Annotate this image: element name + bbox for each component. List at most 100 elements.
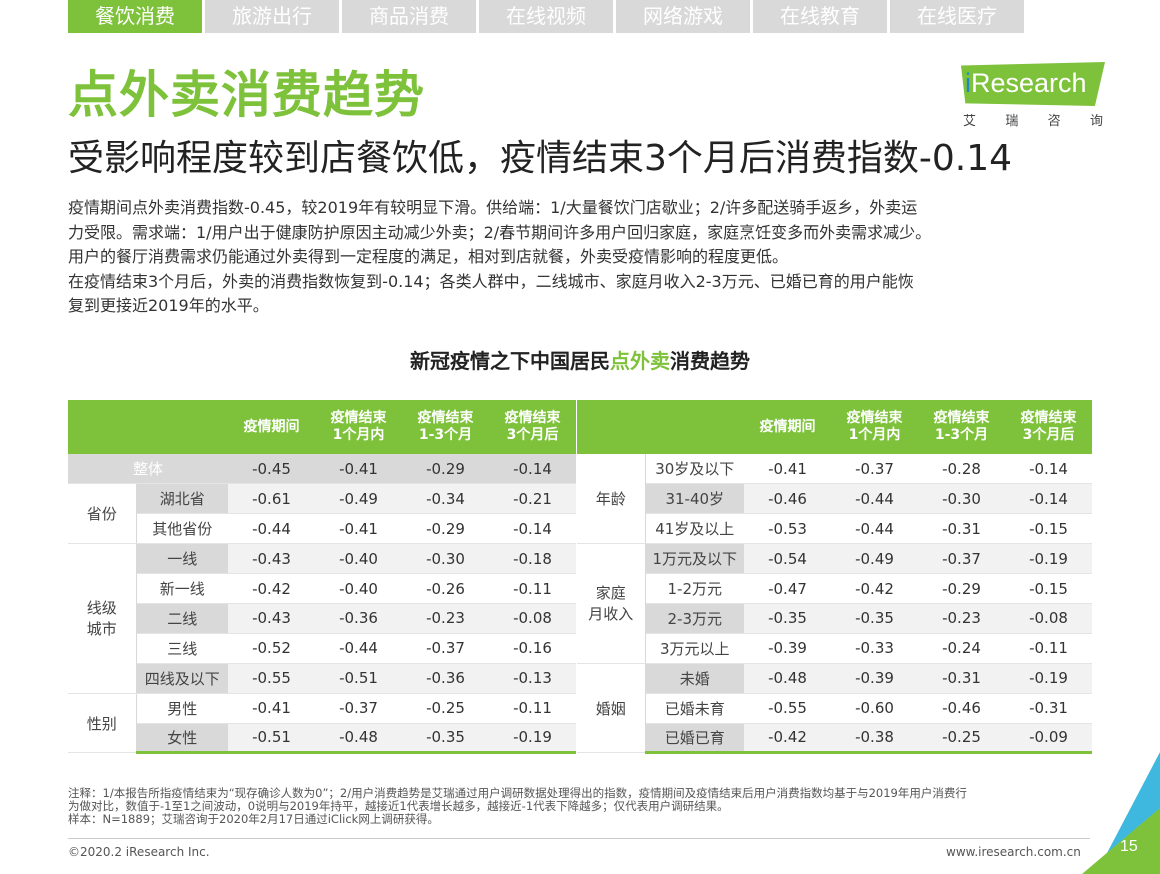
value-cell: -0.23 [402, 603, 489, 634]
value-cell: -0.61 [228, 483, 315, 515]
row-label: 其他省份 [136, 513, 228, 545]
column-header-line: 疫情结束 [1020, 410, 1077, 426]
group-label-line: 婚姻 [595, 699, 626, 718]
tab-1[interactable]: 旅游出行 [205, 0, 339, 33]
table-row: 2-3万元 -0.35 -0.35 -0.23 -0.08 [577, 603, 1092, 634]
table-row: 3万元以上 -0.39 -0.33 -0.24 -0.11 [577, 633, 1092, 664]
value-cell: -0.16 [489, 633, 576, 664]
value-cell: -0.51 [228, 723, 315, 755]
value-cell: -0.40 [315, 573, 402, 604]
header-blank [68, 400, 136, 454]
row-label: 女性 [136, 723, 228, 755]
value-cell: -0.49 [315, 483, 402, 515]
description-line: 疫情期间点外卖消费指数-0.45，较2019年有较明显下滑。供给端：1/大量餐饮… [68, 198, 918, 217]
value-cell: -0.31 [918, 513, 1005, 545]
value-cell: -0.15 [1005, 513, 1092, 545]
value-cell: -0.42 [744, 723, 831, 755]
column-header-line: 1个月内 [332, 427, 385, 443]
row-label: 三线 [136, 633, 228, 664]
footnotes: 注释：1/本报告所指疫情结束为“现存确诊人数为0”；2/用户消费趋势是艾瑞通过用… [68, 787, 1108, 826]
table-row: 年龄 30岁及以下 -0.41 -0.37 -0.28 -0.14 [577, 454, 1092, 545]
page-title: 点外卖消费趋势 [68, 66, 425, 124]
logo-wordmark: iResearch [965, 68, 1087, 98]
table-row: 四线及以下 -0.55 -0.51 -0.36 -0.13 [68, 663, 576, 694]
value-cell: -0.54 [744, 543, 831, 575]
value-cell: -0.36 [315, 603, 402, 634]
value-cell: -0.35 [831, 603, 918, 634]
row-label: 31-40岁 [645, 483, 744, 515]
group-label: 婚姻 [577, 663, 646, 754]
table-row: 三线 -0.52 -0.44 -0.37 -0.16 [68, 633, 576, 664]
value-cell: -0.28 [918, 454, 1005, 485]
group-label: 省份 [68, 483, 137, 545]
website-link[interactable]: www.iresearch.com.cn [946, 845, 1081, 859]
column-header-line: 疫情期间 [243, 418, 300, 435]
value-cell: -0.11 [1005, 633, 1092, 664]
value-cell: -0.47 [744, 573, 831, 604]
value-cell: -0.19 [489, 723, 576, 755]
tab-2[interactable]: 商品消费 [342, 0, 476, 33]
value-cell: -0.42 [228, 573, 315, 604]
column-header: 疫情结束 3个月后 [489, 400, 576, 454]
tab-5[interactable]: 在线教育 [753, 0, 887, 33]
value-cell: -0.41 [315, 454, 402, 485]
column-header-line: 1-3个月 [418, 427, 473, 443]
group-label-line: 线级 [86, 599, 117, 618]
table-row: 性别 男性 -0.41 -0.37 -0.25 -0.11 [68, 693, 576, 754]
column-header: 疫情期间 [228, 400, 315, 454]
page-subtitle: 受影响程度较到店餐饮低，疫情结束3个月后消费指数-0.14 [68, 138, 1013, 179]
value-cell: -0.29 [918, 573, 1005, 604]
iresearch-logo: iResearch 艾 瑞 咨 询 [955, 62, 1105, 132]
value-cell: -0.14 [489, 454, 576, 485]
value-cell: -0.40 [315, 543, 402, 575]
table-row: 新一线 -0.42 -0.40 -0.26 -0.11 [68, 573, 576, 604]
row-label: 30岁及以下 [645, 454, 744, 485]
value-cell: -0.37 [831, 454, 918, 485]
tab-4[interactable]: 网络游戏 [616, 0, 750, 33]
table-title: 新冠疫情之下中国居民点外卖消费趋势 [410, 349, 750, 373]
column-header-line: 疫情结束 [933, 410, 990, 426]
row-label: 四线及以下 [136, 663, 228, 694]
description-line: 力受限。需求端：1/用户出于健康防护原因主动减少外卖；2/春节期间许多用户回归家… [68, 222, 932, 242]
value-cell: -0.48 [315, 723, 402, 755]
table-row: 41岁及以上 -0.53 -0.44 -0.31 -0.15 [577, 513, 1092, 545]
column-header: 疫情结束 1-3个月 [918, 400, 1005, 454]
column-header-line: 3个月后 [506, 427, 559, 443]
row-label: 41岁及以上 [645, 513, 744, 545]
value-cell: -0.19 [1005, 543, 1092, 575]
value-cell: -0.14 [1005, 483, 1092, 515]
column-header-line: 3个月后 [1022, 427, 1075, 443]
value-cell: -0.37 [315, 693, 402, 724]
value-cell: -0.41 [744, 454, 831, 485]
value-cell: -0.53 [744, 513, 831, 545]
column-header-line: 疫情结束 [330, 410, 387, 426]
value-cell: -0.37 [918, 543, 1005, 575]
tab-3[interactable]: 在线视频 [479, 0, 613, 33]
value-cell: -0.25 [402, 693, 489, 724]
row-label: 1万元及以下 [645, 543, 744, 575]
table-header-row: 疫情期间 疫情结束 1个月内 疫情结束 1-3个月 疫情结束 3个月后 [68, 400, 576, 454]
group-label-line: 性别 [86, 714, 117, 733]
value-cell: -0.19 [1005, 663, 1092, 694]
value-cell: -0.11 [489, 693, 576, 724]
tab-0[interactable]: 餐饮消费 [68, 0, 202, 33]
row-label: 一线 [136, 543, 228, 575]
row-label-overall: 整体 [68, 454, 228, 485]
column-header: 疫情期间 [744, 400, 831, 454]
table-row: 整体 -0.45 -0.41 -0.29 -0.14 [68, 454, 576, 485]
value-cell: -0.25 [918, 723, 1005, 755]
value-cell: -0.34 [402, 483, 489, 515]
value-cell: -0.44 [315, 633, 402, 664]
table-row: 家庭 月收入 1万元及以下 -0.54 -0.49 -0.37 -0.19 [577, 543, 1092, 664]
value-cell: -0.44 [831, 483, 918, 515]
footer-divider [68, 838, 1090, 839]
value-cell: -0.41 [228, 693, 315, 724]
tab-6[interactable]: 在线医疗 [890, 0, 1024, 33]
table-row: 二线 -0.43 -0.36 -0.23 -0.08 [68, 603, 576, 634]
group-label-line: 城市 [86, 620, 117, 639]
header-blank [645, 400, 744, 454]
table-row: 已婚未育 -0.55 -0.60 -0.46 -0.31 [577, 693, 1092, 724]
header-blank [577, 400, 645, 454]
value-cell: -0.39 [744, 633, 831, 664]
